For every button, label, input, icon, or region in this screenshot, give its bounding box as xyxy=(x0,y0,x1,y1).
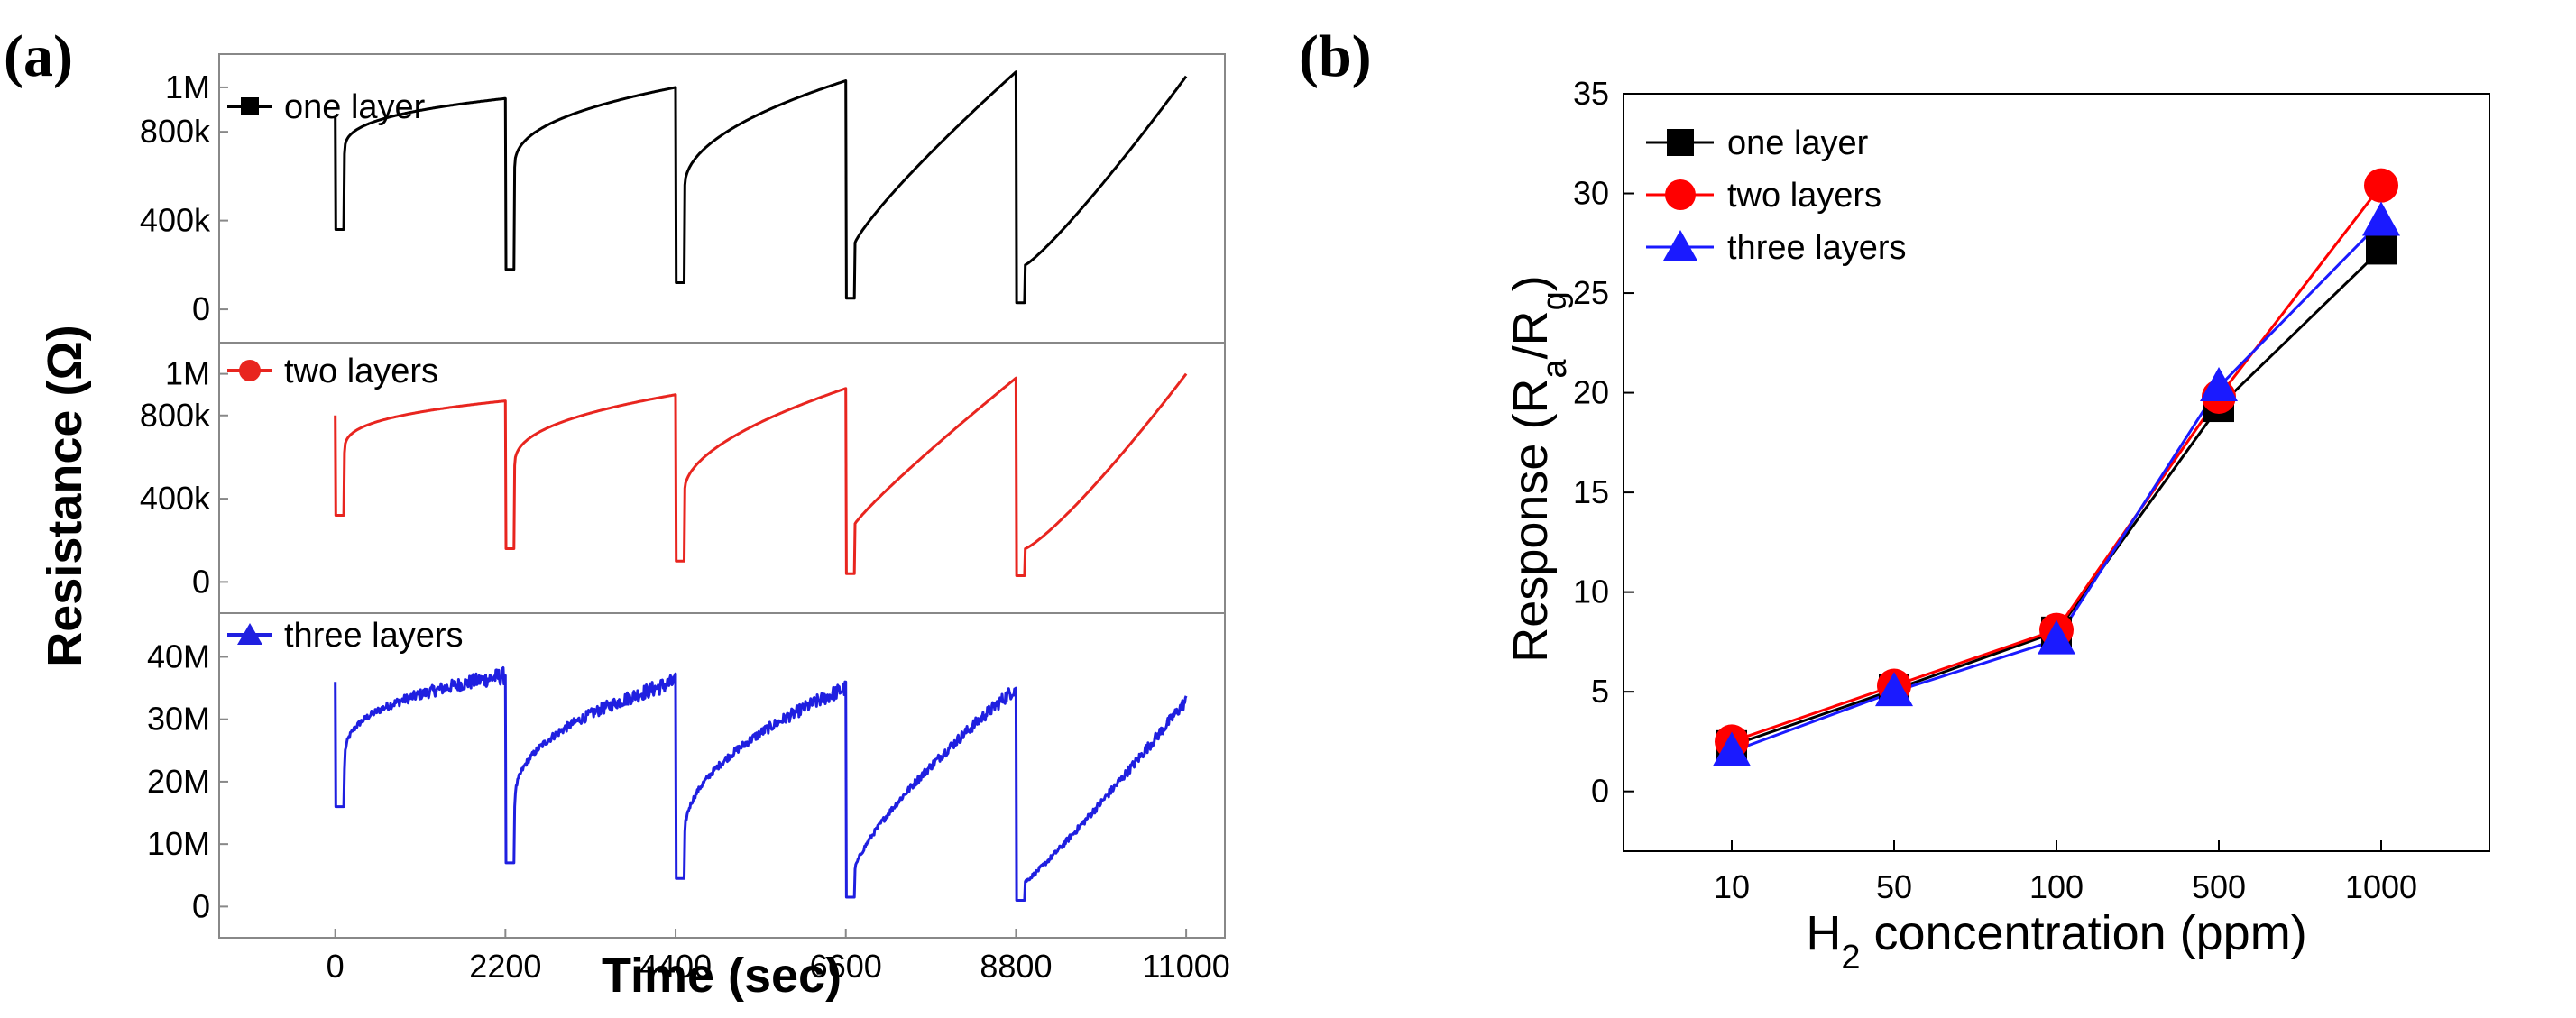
legend-label: one layer xyxy=(1727,124,1869,162)
panel-b-y-ticks: 0 5 10 15 20 25 30 35 xyxy=(1573,75,1634,810)
triangle-marker-icon xyxy=(1663,230,1697,261)
legend-label: three layers xyxy=(1727,229,1907,267)
panel-a-frame xyxy=(218,53,1226,939)
y-tick-label: 15 xyxy=(1573,473,1609,510)
series-line-one-layer xyxy=(1731,248,2383,747)
series-line-three-layers xyxy=(1731,220,2383,753)
panel-b-legend: one layer two layers three layers xyxy=(1646,124,1907,267)
y-tick-label: 10M xyxy=(147,825,210,862)
data-point xyxy=(1713,731,1751,766)
panel-a-y-axis-title: Resistance (Ω) xyxy=(38,325,92,666)
square-marker-icon xyxy=(241,97,259,115)
x-tick-label: 8800 xyxy=(980,948,1052,985)
panel-b-y-axis-title: Response (Ra/Rg) xyxy=(1504,275,1574,662)
series-line-two-layers xyxy=(334,372,1188,577)
y-tick-label: 40M xyxy=(147,637,210,674)
data-point xyxy=(2364,168,2398,203)
y-tick-label: 20M xyxy=(147,763,210,800)
x-tick-label: 0 xyxy=(327,948,345,985)
x-tick-label: 500 xyxy=(2192,868,2246,905)
y-tick-label: 1M xyxy=(165,69,210,105)
panel-a-x-axis-title: Time (sec) xyxy=(602,949,842,1003)
data-point xyxy=(2038,619,2075,655)
x-tick-label: 100 xyxy=(2029,868,2084,905)
data-point xyxy=(2200,366,2238,401)
panel-a-curves xyxy=(334,70,1188,902)
x-tick-label: 10 xyxy=(1714,868,1750,905)
y-tick-label: 25 xyxy=(1573,274,1609,311)
series-line-one-layer xyxy=(334,70,1188,305)
panel-b-x-axis-title: H2 concentration (ppm) xyxy=(1806,906,2306,977)
x-tick-label: 50 xyxy=(1876,868,1912,905)
x-tick-label: 2200 xyxy=(469,948,541,985)
panel-a-chart: 0 400k 800k 1M 0 400k 800k 1M 0 10M 20M 30M 40M 0 220… xyxy=(38,53,1230,1003)
circle-marker-icon xyxy=(239,360,261,381)
panel-a-x-ticks: 0 2200 4400 6600 8800 11000 xyxy=(327,929,1230,985)
legend-two-layers: two layers xyxy=(1646,177,1881,215)
panel-b-label: (b) xyxy=(1299,23,1372,89)
y-tick-label: 0 xyxy=(192,887,210,924)
y-tick-label: 0 xyxy=(1591,773,1609,810)
y-tick-label: 800k xyxy=(140,113,211,150)
y-tick-label: 10 xyxy=(1573,573,1609,610)
y-tick-label: 5 xyxy=(1591,673,1609,710)
y-tick-label: 20 xyxy=(1573,374,1609,411)
x-tick-label: 1000 xyxy=(2345,868,2417,905)
x-tick-label: 4400 xyxy=(639,948,712,985)
data-point xyxy=(2366,234,2397,265)
series-line-three-layers xyxy=(334,666,1188,902)
y-tick-label: 35 xyxy=(1573,75,1609,112)
legend-three-layers: three layers xyxy=(1646,229,1907,267)
panel-a-label: (a) xyxy=(4,23,73,89)
data-point xyxy=(1875,672,1913,707)
series-line-two-layers xyxy=(1731,184,2383,743)
x-tick-label: 11000 xyxy=(1142,948,1229,985)
square-marker-icon xyxy=(1667,129,1694,156)
legend-two-layers: two layers xyxy=(227,353,438,390)
legend-label: one layer xyxy=(284,88,426,126)
legend-one-layer: one layer xyxy=(1646,124,1869,162)
y-tick-label: 30M xyxy=(147,701,210,738)
panel-b-chart: 0 5 10 15 20 25 30 35 10 50 100 500 1000 one layer … xyxy=(1504,75,2490,977)
legend-three-layers: three layers xyxy=(227,617,464,655)
panel-b-x-ticks: 10 50 100 500 1000 xyxy=(1714,840,2417,905)
circle-marker-icon xyxy=(1665,179,1696,210)
legend-label: three layers xyxy=(284,617,464,655)
y-tick-label: 0 xyxy=(192,290,210,327)
legend-label: two layers xyxy=(1727,177,1881,215)
y-tick-label: 400k xyxy=(140,202,211,239)
legend-label: two layers xyxy=(284,353,438,390)
legend-one-layer: one layer xyxy=(227,88,426,126)
data-point xyxy=(2362,201,2400,236)
x-tick-label: 6600 xyxy=(810,948,882,985)
panel-a-y-ticks: 0 400k 800k 1M 0 400k 800k 1M 0 10M 20M 30M 40M xyxy=(140,69,228,924)
y-tick-label: 30 xyxy=(1573,175,1609,212)
y-tick-label: 800k xyxy=(140,397,211,434)
triangle-marker-icon xyxy=(237,623,262,645)
panel-b-series xyxy=(1713,168,2400,766)
y-tick-label: 400k xyxy=(140,480,211,517)
y-tick-label: 1M xyxy=(165,355,210,392)
y-tick-label: 0 xyxy=(192,563,210,600)
